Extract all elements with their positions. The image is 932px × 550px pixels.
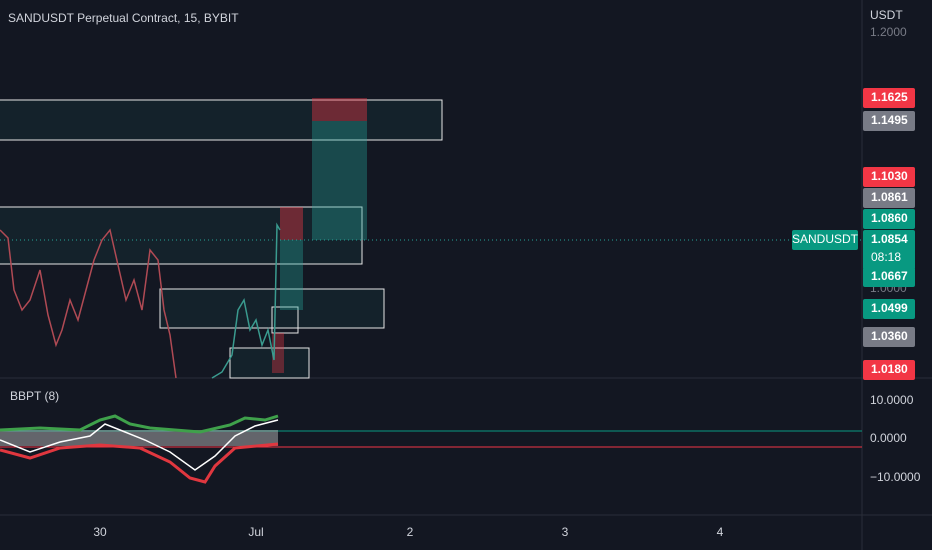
indicator-title: BBPT (8) [10, 389, 59, 403]
indicator-axis-label: 0.0000 [870, 431, 907, 445]
price-tag-bg [863, 167, 915, 187]
price-candles [211, 222, 281, 379]
price-tag: 1.0360 [871, 329, 908, 343]
time-label: 2 [407, 525, 414, 539]
stop-zone [280, 207, 303, 240]
price-tag: 1.0180 [871, 362, 908, 376]
price-tag-bg [863, 209, 915, 229]
symbol-tag-bg [792, 230, 858, 250]
short-stop-zone [312, 98, 367, 121]
price-tag-bg [863, 267, 915, 287]
drawings [0, 99, 443, 379]
indicator-axis-label: 10.0000 [870, 393, 914, 407]
currency-label: USDT [870, 8, 903, 22]
price-tag: 1.0854 [871, 232, 908, 246]
price-tag-bg [863, 299, 915, 319]
bbpt-line [0, 419, 279, 471]
bbpt-bear [0, 442, 279, 484]
target-zone [280, 240, 303, 310]
price-tag-bg [863, 111, 915, 131]
price-candles [0, 228, 177, 379]
zone-box [0, 206, 363, 265]
price-tags: 1.1625 1.1495 1.1030 1.0861 1.0860 1.0854 1.06… [863, 88, 915, 380]
price-label: 1.2000 [870, 25, 907, 39]
time-label: 30 [93, 525, 107, 539]
time-label: 3 [562, 525, 569, 539]
price-tag: 1.1495 [871, 113, 908, 127]
price-tag: 1.0861 [871, 190, 908, 204]
short-target-zone [312, 121, 367, 240]
symbol-tag: SANDUSDT [792, 232, 859, 246]
indicator-axis-label: −10.0000 [870, 470, 921, 484]
price-tag-bg [863, 360, 915, 380]
price-tag-bg [863, 230, 915, 250]
time-axis: 30 Jul 2 3 4 [93, 525, 723, 539]
price-tag: 1.0667 [871, 269, 908, 283]
countdown: 08:18 [871, 250, 901, 264]
countdown-bg [863, 248, 915, 268]
zone-box [0, 99, 443, 141]
price-tag: 1.1625 [871, 90, 908, 104]
price-tag: 1.0499 [871, 301, 908, 315]
price-tag: 1.0860 [871, 211, 908, 225]
zone-box [271, 306, 299, 334]
price-tag-bg [863, 88, 915, 108]
time-label: 4 [717, 525, 724, 539]
chart-title: SANDUSDT Perpetual Contract, 15, BYBIT [8, 11, 239, 25]
price-tag-bg [863, 327, 915, 347]
time-label: Jul [248, 525, 263, 539]
price-tag: 1.1030 [871, 169, 908, 183]
indicator-axis: 10.0000 0.0000 −10.0000 [870, 393, 921, 484]
price-tag-bg [863, 188, 915, 208]
bbpt-bull [0, 414, 279, 434]
zone-box [229, 347, 310, 379]
